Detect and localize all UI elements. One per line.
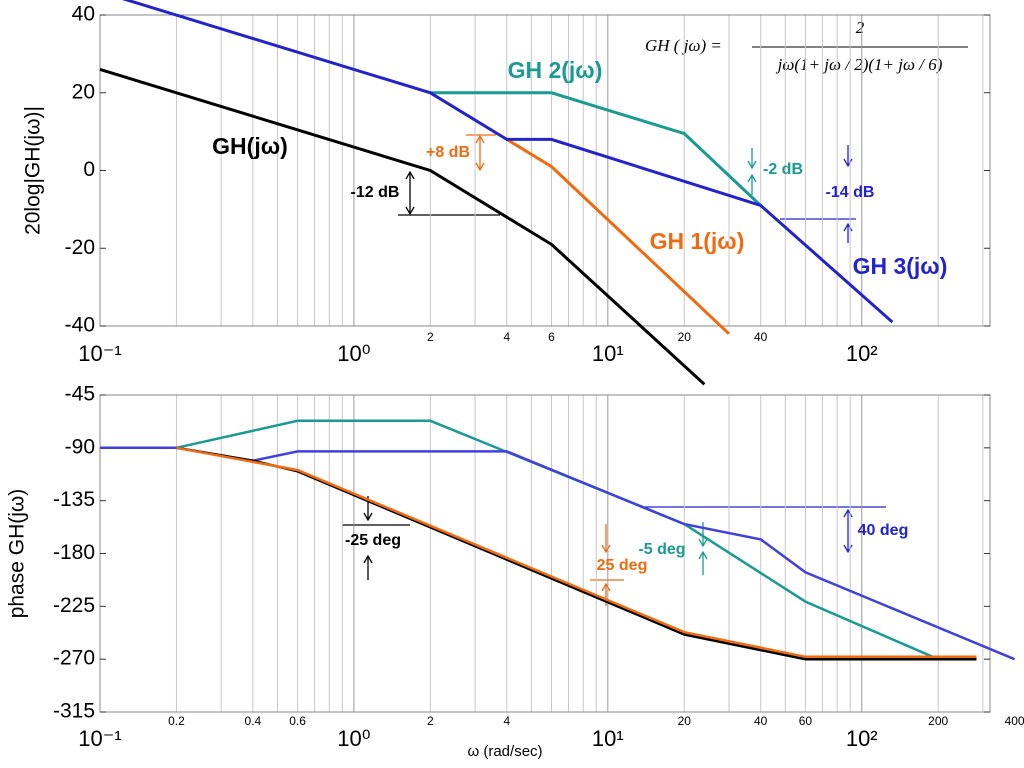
- y-tick-label: -20: [65, 236, 95, 259]
- x-minor-label: 20: [678, 330, 692, 344]
- x-minor-label: 0.4: [245, 714, 262, 728]
- x-tick-label: 10²: [846, 341, 878, 366]
- annotation: -2 dB: [763, 161, 803, 178]
- x-minor-label: 200: [928, 714, 948, 728]
- y-tick-label: 0: [83, 158, 95, 181]
- series-line: [506, 138, 731, 335]
- series-line: [121, 0, 894, 324]
- x-minor-label: 20: [678, 714, 692, 728]
- series-label: GH 3(jω): [853, 253, 948, 279]
- y-axis-label: phase GH(jω): [6, 489, 29, 619]
- annotation: -25 deg: [345, 532, 401, 549]
- x-axis-label: ω (rad/sec): [467, 743, 542, 760]
- x-minor-label: 2: [427, 330, 434, 344]
- y-axis-label: 20log|GH(jω)|: [22, 106, 45, 235]
- series-label: GH(jω): [212, 133, 288, 159]
- x-minor-label: 40: [754, 714, 768, 728]
- annotation-arrows: [342, 134, 886, 606]
- x-tick-label: 10⁰: [337, 726, 370, 751]
- series-line: [100, 446, 1016, 661]
- x-tick-label: 10¹: [592, 726, 624, 751]
- annotation: 40 deg: [858, 522, 909, 539]
- y-tick-label: -225: [53, 594, 95, 617]
- x-tick-label: 10¹: [592, 341, 624, 366]
- y-tick-label: -315: [53, 700, 95, 723]
- plot-frame: [99, 394, 991, 713]
- series-line: [176, 446, 977, 659]
- x-minor-label: 0.6: [289, 714, 306, 728]
- x-tick-label: 10⁻¹: [78, 726, 121, 751]
- x-minor-label: 40: [754, 330, 768, 344]
- y-tick-label: -90: [65, 435, 95, 458]
- y-tick-label: -45: [65, 383, 95, 406]
- series-line: [99, 67, 706, 386]
- equation-numerator: 2: [856, 18, 865, 37]
- x-minor-label: 60: [799, 714, 813, 728]
- x-tick-label: 10²: [846, 726, 878, 751]
- equation-lhs: GH ( jω) =: [645, 36, 722, 55]
- x-minor-label: 6: [548, 330, 555, 344]
- x-minor-label: 2: [427, 714, 434, 728]
- series-label: GH 1(jω): [650, 228, 745, 254]
- annotation: +8 dB: [426, 144, 470, 161]
- annotation: -5 deg: [638, 541, 685, 558]
- equation-denominator: jω(1+ jω / 2)(1+ jω / 6): [776, 55, 943, 74]
- y-tick-label: -180: [53, 541, 95, 564]
- series-line: [430, 91, 762, 207]
- annotation: -14 dB: [826, 184, 875, 201]
- x-minor-label: 400: [1005, 714, 1024, 728]
- y-tick-label: 40: [72, 3, 95, 26]
- x-tick-label: 10⁰: [337, 341, 370, 366]
- x-minor-label: 4: [503, 330, 510, 344]
- annotation: 25 deg: [597, 557, 648, 574]
- y-tick-label: -135: [53, 488, 95, 511]
- y-tick-label: -270: [53, 647, 95, 670]
- x-minor-label: 4: [503, 714, 510, 728]
- y-tick-label: -40: [65, 314, 95, 337]
- x-minor-label: 0.2: [168, 714, 185, 728]
- y-tick-label: 20: [72, 80, 95, 103]
- annotation: -12 dB: [351, 184, 400, 201]
- series-label: GH 2(jω): [508, 57, 603, 83]
- x-tick-label: 10⁻¹: [78, 341, 121, 366]
